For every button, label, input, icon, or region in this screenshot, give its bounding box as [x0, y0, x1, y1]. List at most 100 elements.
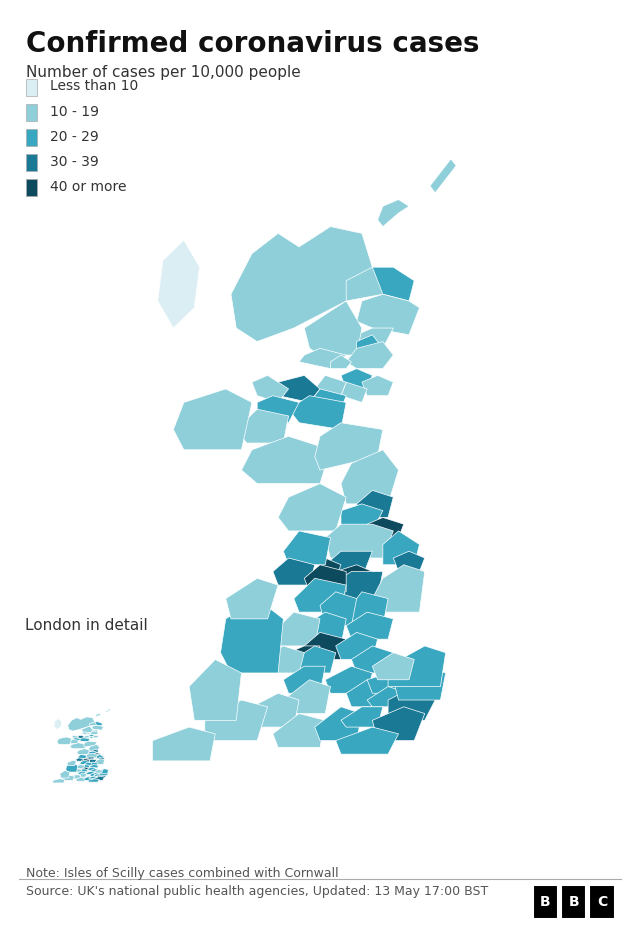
Polygon shape [341, 707, 383, 727]
Polygon shape [67, 761, 77, 765]
Polygon shape [86, 757, 95, 761]
Polygon shape [88, 767, 95, 770]
Polygon shape [304, 612, 346, 646]
Polygon shape [82, 726, 93, 733]
Polygon shape [273, 713, 325, 748]
Polygon shape [86, 760, 97, 763]
Polygon shape [304, 565, 346, 591]
Polygon shape [378, 200, 409, 227]
Polygon shape [304, 301, 362, 355]
Polygon shape [273, 558, 315, 585]
Polygon shape [88, 737, 93, 738]
Polygon shape [221, 599, 284, 673]
Polygon shape [54, 719, 62, 729]
FancyBboxPatch shape [589, 885, 615, 919]
Polygon shape [278, 376, 320, 403]
Polygon shape [97, 769, 109, 774]
Polygon shape [57, 737, 72, 744]
Polygon shape [95, 722, 102, 726]
Polygon shape [76, 777, 86, 781]
Polygon shape [289, 646, 320, 666]
Polygon shape [86, 733, 91, 735]
Polygon shape [93, 736, 99, 737]
Polygon shape [72, 775, 81, 778]
Polygon shape [231, 227, 372, 341]
Text: Less than 10: Less than 10 [50, 79, 138, 94]
Polygon shape [84, 741, 97, 747]
Polygon shape [315, 707, 362, 740]
Polygon shape [257, 395, 299, 423]
Polygon shape [226, 578, 278, 618]
Polygon shape [84, 758, 88, 761]
Polygon shape [63, 776, 75, 780]
FancyBboxPatch shape [561, 885, 586, 919]
Text: Source: UK's national public health agencies, Updated: 13 May 17:00 BST: Source: UK's national public health agen… [26, 885, 488, 898]
Text: C: C [597, 895, 607, 910]
Polygon shape [90, 731, 99, 735]
Polygon shape [346, 267, 394, 301]
Polygon shape [79, 737, 90, 742]
Polygon shape [341, 368, 372, 389]
Polygon shape [394, 551, 425, 572]
Polygon shape [84, 777, 93, 780]
Polygon shape [88, 777, 97, 778]
Polygon shape [430, 159, 456, 193]
Polygon shape [372, 267, 414, 301]
Polygon shape [325, 525, 394, 558]
Polygon shape [304, 632, 346, 659]
Polygon shape [346, 591, 388, 626]
Polygon shape [95, 759, 104, 764]
Polygon shape [68, 739, 79, 744]
Polygon shape [336, 632, 378, 659]
Polygon shape [372, 653, 414, 680]
Polygon shape [205, 700, 268, 740]
Text: 40 or more: 40 or more [50, 179, 127, 194]
Polygon shape [77, 754, 86, 759]
Polygon shape [252, 376, 289, 403]
Text: Confirmed coronavirus cases: Confirmed coronavirus cases [26, 30, 479, 58]
Polygon shape [330, 355, 351, 368]
Polygon shape [336, 565, 372, 585]
Polygon shape [92, 750, 99, 753]
Text: 10 - 19: 10 - 19 [50, 104, 99, 119]
Polygon shape [356, 335, 383, 355]
Polygon shape [284, 666, 325, 693]
Polygon shape [70, 743, 86, 749]
Polygon shape [367, 517, 404, 538]
Polygon shape [74, 769, 82, 772]
Polygon shape [367, 686, 409, 707]
Polygon shape [356, 294, 419, 335]
Polygon shape [93, 774, 102, 777]
Polygon shape [79, 761, 90, 764]
Polygon shape [388, 646, 445, 686]
Polygon shape [356, 490, 394, 517]
Polygon shape [388, 686, 435, 721]
Polygon shape [90, 764, 99, 768]
Polygon shape [88, 778, 100, 782]
Polygon shape [152, 727, 215, 761]
Polygon shape [88, 744, 100, 751]
Text: B: B [540, 895, 550, 910]
Polygon shape [189, 659, 241, 721]
Polygon shape [53, 778, 65, 783]
Polygon shape [72, 736, 79, 738]
Polygon shape [77, 736, 84, 738]
Polygon shape [84, 762, 92, 766]
Polygon shape [106, 709, 111, 712]
Polygon shape [341, 504, 383, 531]
Polygon shape [88, 759, 95, 761]
Text: 30 - 39: 30 - 39 [50, 154, 99, 169]
Polygon shape [68, 717, 95, 731]
Polygon shape [66, 763, 77, 772]
Polygon shape [325, 551, 372, 578]
Polygon shape [367, 673, 409, 693]
Polygon shape [79, 769, 84, 771]
Polygon shape [157, 240, 200, 328]
Polygon shape [294, 646, 336, 673]
Polygon shape [346, 341, 394, 368]
Polygon shape [77, 773, 86, 777]
Polygon shape [310, 389, 346, 409]
Polygon shape [278, 484, 346, 531]
Polygon shape [99, 757, 104, 760]
Polygon shape [82, 767, 90, 770]
